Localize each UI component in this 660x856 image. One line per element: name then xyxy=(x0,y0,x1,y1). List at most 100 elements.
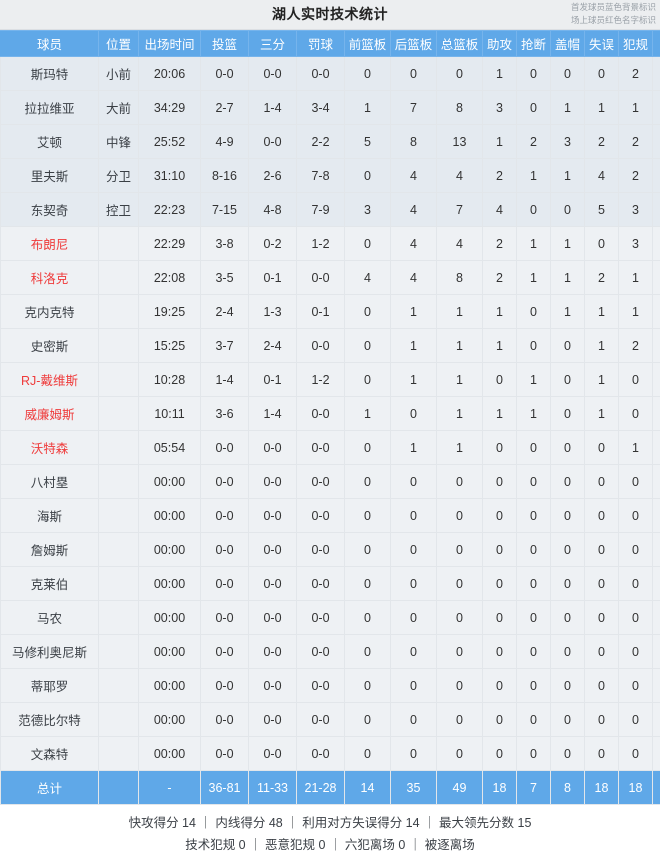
column-header-0[interactable]: 球员 xyxy=(1,31,99,57)
stat-cell-8: 0 xyxy=(517,193,551,227)
player-name[interactable]: 东契奇 xyxy=(1,193,99,227)
player-name[interactable]: 八村塁 xyxy=(1,465,99,499)
player-name[interactable]: RJ-戴维斯 xyxy=(1,363,99,397)
stat-cell-1: 8-16 xyxy=(201,159,249,193)
stat-cell-0: 22:29 xyxy=(139,227,201,261)
player-name[interactable]: 蒂耶罗 xyxy=(1,669,99,703)
stat-cell-3: 0-0 xyxy=(297,397,345,431)
column-header-13[interactable]: 犯规 xyxy=(619,31,653,57)
column-header-4[interactable]: 三分 xyxy=(249,31,297,57)
player-name[interactable]: 范德比尔特 xyxy=(1,703,99,737)
footnotes: 快攻得分 14 ｜ 内线得分 48 ｜ 利用对方失误得分 14 ｜ 最大领先分数… xyxy=(0,805,660,856)
player-name[interactable]: 克莱伯 xyxy=(1,567,99,601)
stat-cell-0: 00:00 xyxy=(139,601,201,635)
player-position xyxy=(99,295,139,329)
stat-cell-10: 0 xyxy=(585,465,619,499)
stat-cell-10: 0 xyxy=(585,635,619,669)
column-header-9[interactable]: 助攻 xyxy=(483,31,517,57)
player-name[interactable]: 海斯 xyxy=(1,499,99,533)
player-name[interactable]: 布朗尼 xyxy=(1,227,99,261)
totals-cell-12 xyxy=(653,771,660,805)
stat-cell-11: 0 xyxy=(619,397,653,431)
player-name[interactable]: 威廉姆斯 xyxy=(1,397,99,431)
stat-cell-0: 00:00 xyxy=(139,567,201,601)
stat-cell-11: 1 xyxy=(619,295,653,329)
player-name[interactable]: 史密斯 xyxy=(1,329,99,363)
column-header-14[interactable]: +/- xyxy=(653,31,660,57)
player-name[interactable]: 拉拉维亚 xyxy=(1,91,99,125)
player-name[interactable]: 里夫斯 xyxy=(1,159,99,193)
player-name[interactable]: 艾顿 xyxy=(1,125,99,159)
player-name[interactable]: 科洛克 xyxy=(1,261,99,295)
stat-cell-11: 2 xyxy=(619,57,653,91)
stat-cell-3: 0-0 xyxy=(297,601,345,635)
stat-cell-7: 1 xyxy=(483,125,517,159)
stat-cell-4: 0 xyxy=(345,635,391,669)
stat-cell-6: 4 xyxy=(437,159,483,193)
stat-cell-3: 0-0 xyxy=(297,635,345,669)
column-header-8[interactable]: 总篮板 xyxy=(437,31,483,57)
column-header-10[interactable]: 抢断 xyxy=(517,31,551,57)
column-header-2[interactable]: 出场时间 xyxy=(139,31,201,57)
stat-cell-2: 0-0 xyxy=(249,635,297,669)
player-name[interactable]: 斯玛特 xyxy=(1,57,99,91)
player-name[interactable]: 克内克特 xyxy=(1,295,99,329)
stat-cell-6: 0 xyxy=(437,737,483,771)
player-name[interactable]: 马农 xyxy=(1,601,99,635)
column-header-12[interactable]: 失误 xyxy=(585,31,619,57)
stat-cell-12: -4 xyxy=(653,159,660,193)
stat-cell-2: 0-0 xyxy=(249,431,297,465)
stat-cell-10: 2 xyxy=(585,125,619,159)
player-name[interactable]: 马修利奥尼斯 xyxy=(1,635,99,669)
stat-cell-5: 4 xyxy=(391,159,437,193)
stat-cell-4: 4 xyxy=(345,261,391,295)
column-header-11[interactable]: 盖帽 xyxy=(551,31,585,57)
player-name[interactable]: 文森特 xyxy=(1,737,99,771)
stat-cell-2: 1-3 xyxy=(249,295,297,329)
stat-cell-7: 0 xyxy=(483,363,517,397)
totals-position xyxy=(99,771,139,805)
stat-cell-7: 0 xyxy=(483,635,517,669)
player-position xyxy=(99,431,139,465)
stat-cell-3: 7-9 xyxy=(297,193,345,227)
stat-cell-6: 0 xyxy=(437,703,483,737)
player-name[interactable]: 詹姆斯 xyxy=(1,533,99,567)
stat-cell-5: 0 xyxy=(391,397,437,431)
stat-cell-1: 0-0 xyxy=(201,669,249,703)
stat-cell-6: 4 xyxy=(437,227,483,261)
column-header-7[interactable]: 后篮板 xyxy=(391,31,437,57)
stat-cell-11: 2 xyxy=(619,125,653,159)
column-header-3[interactable]: 投篮 xyxy=(201,31,249,57)
column-header-6[interactable]: 前篮板 xyxy=(345,31,391,57)
stat-cell-12: 0 xyxy=(653,533,660,567)
column-header-1[interactable]: 位置 xyxy=(99,31,139,57)
stat-cell-6: 0 xyxy=(437,601,483,635)
stat-cell-1: 0-0 xyxy=(201,499,249,533)
stat-cell-12: 0 xyxy=(653,601,660,635)
player-name[interactable]: 沃特森 xyxy=(1,431,99,465)
stat-cell-10: 1 xyxy=(585,329,619,363)
column-header-5[interactable]: 罚球 xyxy=(297,31,345,57)
